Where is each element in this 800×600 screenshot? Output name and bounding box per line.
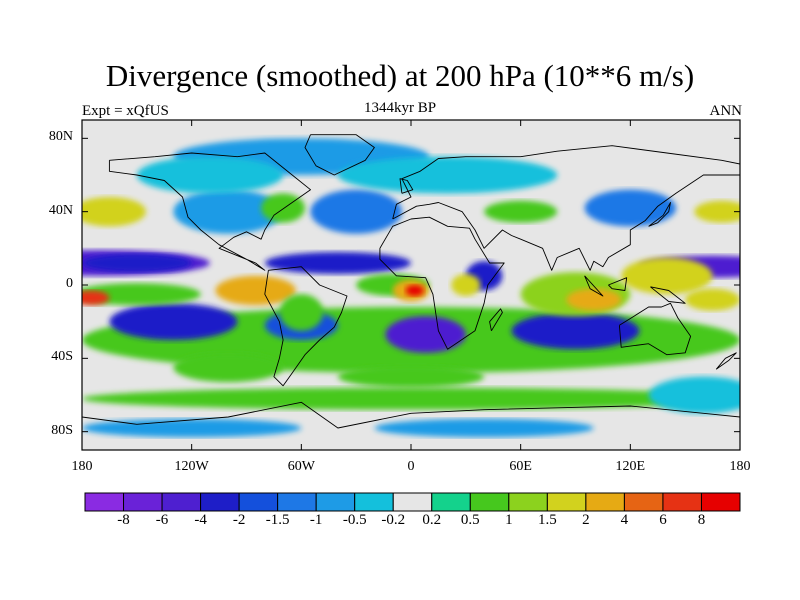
colorbar-label: -1.5 (265, 512, 290, 528)
lon-label: 60E (509, 459, 532, 474)
experiment-label: Expt = xQfUS (82, 103, 169, 119)
divergence-field (82, 138, 740, 438)
divergence-region (451, 274, 481, 296)
coastline (489, 308, 503, 332)
colorbar-label: -1 (309, 512, 323, 528)
divergence-region (685, 288, 740, 311)
divergence-region (310, 189, 402, 234)
colorbar-swatch (354, 492, 394, 512)
lat-label: 40N (48, 202, 73, 218)
divergence-region (337, 156, 558, 194)
divergence-region (82, 290, 110, 306)
colorbar-label: -0.2 (381, 512, 406, 528)
divergence-region (82, 418, 302, 438)
colorbar-label: 8 (697, 512, 706, 528)
divergence-region (279, 294, 324, 331)
colorbar-label: -4 (194, 512, 207, 528)
divergence-region (385, 316, 466, 353)
colorbar-swatch (123, 492, 163, 512)
coastline (715, 352, 737, 370)
divergence-region (173, 352, 284, 383)
time-label: 1344kyr BP (363, 100, 437, 116)
coastline (650, 286, 686, 304)
colorbar-swatch (315, 492, 356, 512)
coastline (584, 275, 604, 297)
coastline (82, 401, 740, 429)
colorbar-label: 2 (582, 512, 590, 528)
axis-ticks (81, 120, 741, 450)
divergence-region (374, 418, 594, 438)
divergence-region (621, 257, 713, 295)
lon-label: 180 (71, 459, 93, 474)
colorbar-swatch (238, 492, 279, 512)
colorbar-label: 1.5 (537, 512, 557, 528)
colorbar-label: 1 (505, 512, 513, 528)
divergence-region (82, 283, 201, 306)
colorbar-swatch (392, 492, 433, 512)
divergence-region (511, 312, 640, 350)
divergence-region (215, 275, 296, 306)
coastline (108, 152, 311, 271)
divergence-region (566, 288, 622, 311)
coastline (648, 202, 671, 227)
colorbar-swatch (508, 492, 548, 512)
divergence-region (136, 156, 284, 194)
lat-label: 40S (51, 349, 73, 365)
colorbar-swatch (546, 492, 587, 512)
divergence-region (694, 200, 740, 223)
coastlines (82, 134, 740, 429)
coastline (399, 178, 414, 194)
colorbar-label: 0.5 (460, 512, 480, 528)
divergence-region (584, 189, 677, 227)
divergence-region (484, 200, 558, 223)
colorbar-swatch (469, 492, 510, 512)
coastline (379, 216, 505, 350)
lat-label: 80S (51, 422, 73, 438)
coastline (264, 266, 348, 387)
divergence-region (82, 387, 740, 410)
season-label: ANN (709, 103, 743, 119)
colorbar-swatch (431, 492, 471, 512)
lat-label: 80N (48, 129, 73, 145)
coastline (304, 134, 375, 176)
colorbar-label: 0.2 (422, 512, 442, 528)
divergence-region (109, 303, 238, 340)
colorbar-swatch (623, 492, 664, 512)
divergence-region (82, 197, 146, 227)
lon-label: 60W (287, 459, 315, 474)
divergence-region (648, 376, 740, 414)
lon-label: 120W (174, 459, 209, 474)
divergence-region (337, 365, 485, 388)
colorbar-swatch (662, 492, 702, 512)
colorbar-swatch (585, 492, 625, 512)
colorbar-swatch (700, 492, 741, 512)
colorbar (84, 492, 741, 512)
lon-label: 120E (615, 459, 646, 474)
colorbar-swatch (161, 492, 202, 512)
coastline (392, 145, 740, 271)
colorbar-label: -6 (155, 512, 169, 528)
lon-label: 180 (729, 459, 751, 474)
divergence-region (173, 189, 284, 234)
colorbar-swatch (200, 492, 240, 512)
divergence-region (405, 285, 424, 296)
lat-label: 0 (66, 276, 73, 291)
colorbar-label: 6 (659, 512, 667, 528)
colorbar-label: -2 (232, 512, 246, 528)
colorbar-label: 4 (620, 512, 629, 528)
coastline (608, 277, 628, 291)
colorbar-swatch (277, 492, 317, 512)
divergence-region (261, 193, 305, 223)
lon-label: 0 (407, 459, 415, 474)
colorbar-label: -8 (117, 512, 130, 528)
divergence-region (264, 252, 411, 274)
coastline (618, 302, 692, 356)
colorbar-label: -0.5 (342, 512, 367, 528)
colorbar-swatch (84, 492, 125, 512)
map-title: Divergence (smoothed) at 200 hPa (10**6 … (105, 58, 695, 93)
divergence-region (82, 253, 192, 273)
